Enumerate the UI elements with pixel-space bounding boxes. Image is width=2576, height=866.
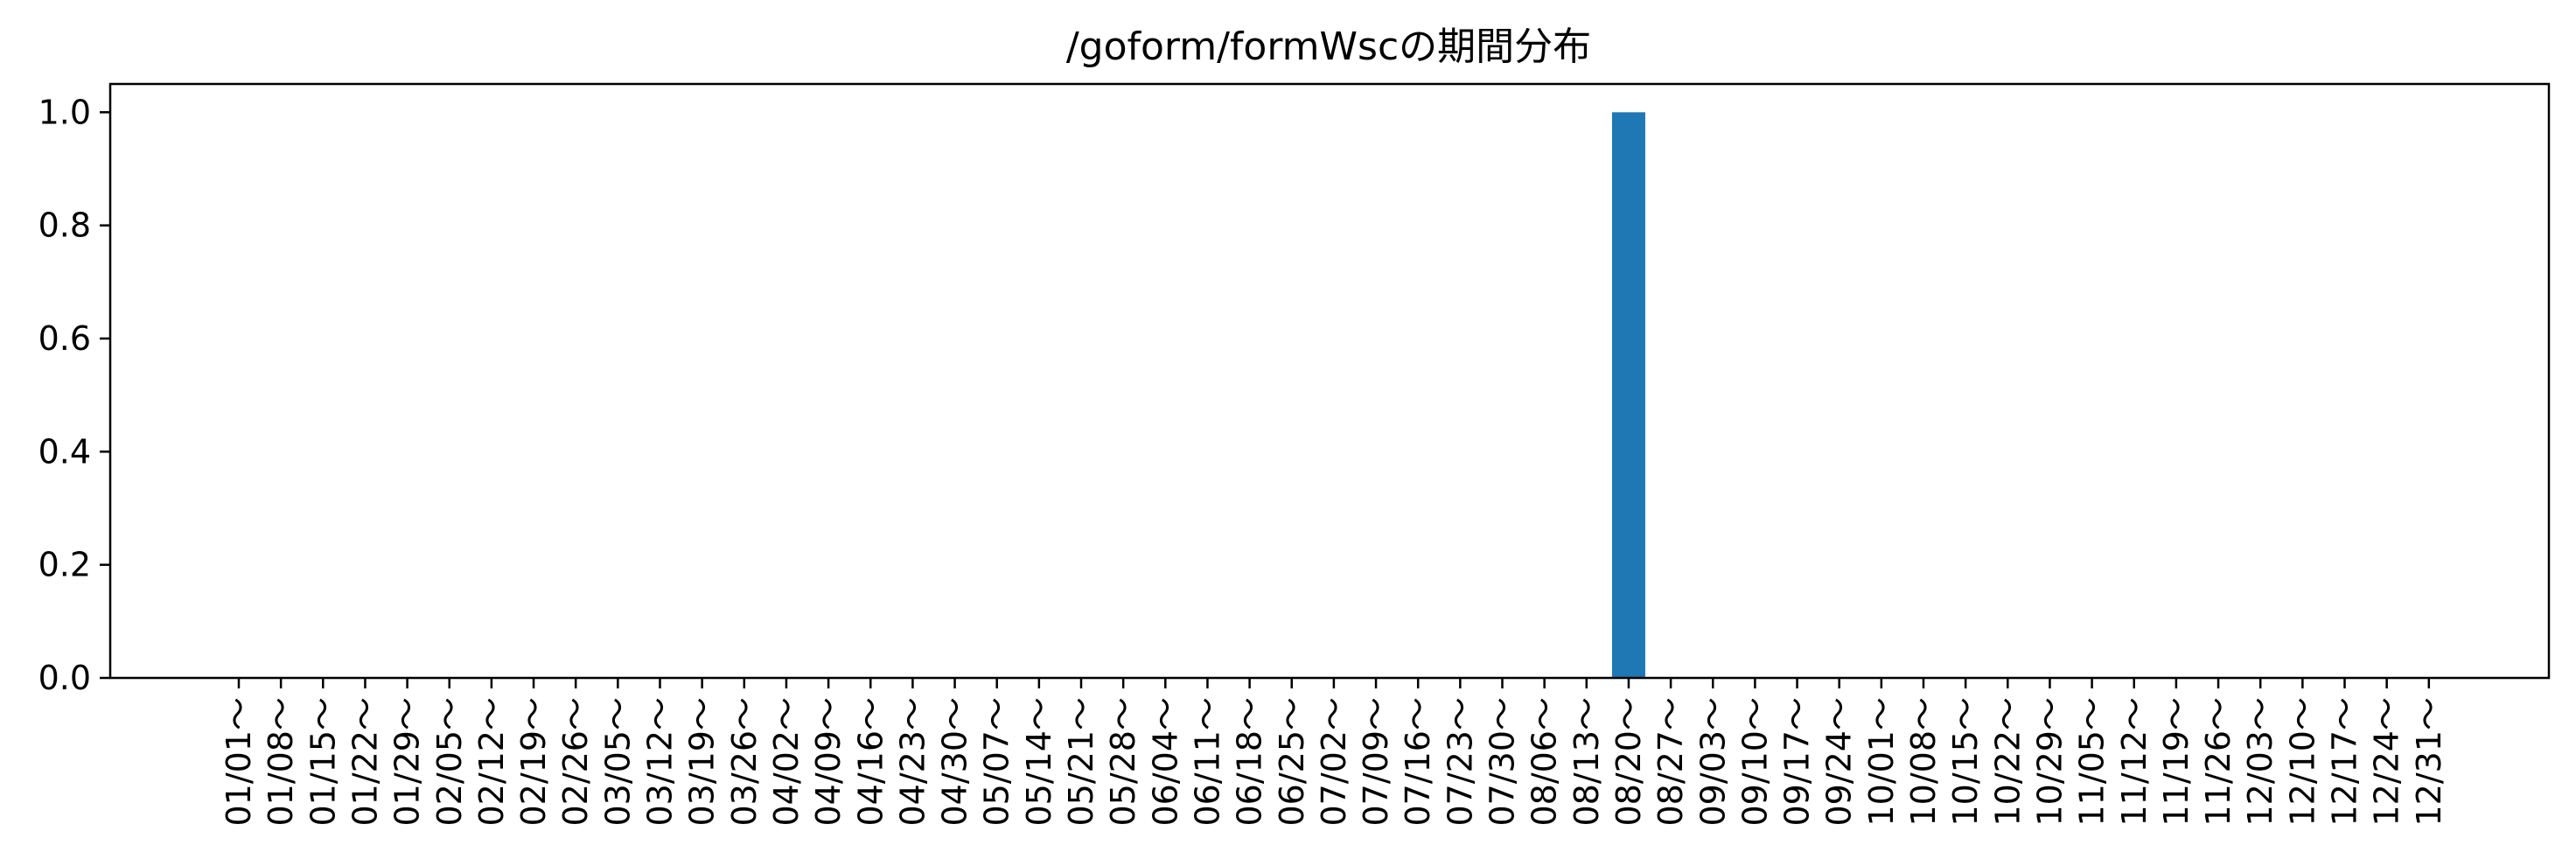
x-tick-label: 09/24～ xyxy=(1820,697,1859,827)
x-tick-label: 07/09～ xyxy=(1357,697,1395,827)
x-tick-label: 03/05～ xyxy=(598,697,637,827)
x-tick-label: 03/19～ xyxy=(683,697,722,827)
x-tick-label: 08/13～ xyxy=(1567,697,1606,827)
x-tick-label: 09/17～ xyxy=(1778,697,1817,827)
x-tick-label: 04/02～ xyxy=(767,697,806,827)
x-tick-label: 05/28～ xyxy=(1104,697,1142,827)
x-tick-label: 12/31～ xyxy=(2410,697,2448,827)
x-tick-label: 10/08～ xyxy=(1904,697,1943,827)
x-tick-label: 07/02～ xyxy=(1315,697,1353,827)
x-tick-label: 10/15～ xyxy=(1946,697,1985,827)
x-tick-label: 09/03～ xyxy=(1693,697,1732,827)
x-tick-label: 11/05～ xyxy=(2073,697,2112,827)
x-tick-label: 02/19～ xyxy=(514,697,553,827)
x-tick-label: 04/30～ xyxy=(936,697,974,827)
x-tick-label: 05/07～ xyxy=(978,697,1016,827)
x-tick-label: 12/10～ xyxy=(2283,697,2321,827)
x-tick-label: 08/06～ xyxy=(1525,697,1564,827)
x-tick-label: 06/25～ xyxy=(1273,697,1311,827)
plot-frame xyxy=(108,82,2551,680)
bar-08/20～ xyxy=(1611,112,1645,678)
x-tick-label: 12/03～ xyxy=(2241,697,2279,827)
x-tick-label: 10/01～ xyxy=(1862,697,1901,827)
y-tick-label: 0.2 xyxy=(38,546,91,584)
x-tick-label: 11/19～ xyxy=(2157,697,2196,827)
x-tick-label: 04/16～ xyxy=(851,697,890,827)
x-tick-label: 07/30～ xyxy=(1483,697,1522,827)
x-tick-label: 01/01～ xyxy=(220,697,258,827)
x-tick-label: 04/09～ xyxy=(809,697,848,827)
y-tick-label: 0.8 xyxy=(38,206,91,245)
y-tick-label: 0.4 xyxy=(38,432,91,471)
x-tick-label: 02/05～ xyxy=(430,697,469,827)
x-tick-label: 05/21～ xyxy=(1062,697,1100,827)
x-tick-label: 05/14～ xyxy=(1020,697,1058,827)
x-tick-label: 04/23～ xyxy=(893,697,932,827)
x-tick-label: 03/12～ xyxy=(641,697,680,827)
x-tick-label: 08/20～ xyxy=(1609,697,1648,827)
y-tick-label: 1.0 xyxy=(38,93,91,131)
x-tick-label: 08/27～ xyxy=(1651,697,1690,827)
chart-title: /goform/formWscの期間分布 xyxy=(1066,24,1591,69)
y-tick-label: 0.6 xyxy=(38,319,91,358)
x-tick-label: 12/24～ xyxy=(2368,697,2406,827)
x-tick-label: 01/29～ xyxy=(388,697,427,827)
x-tick-label: 01/08～ xyxy=(262,697,300,827)
x-tick-label: 01/15～ xyxy=(304,697,342,827)
x-tick-label: 02/12～ xyxy=(472,697,511,827)
y-tick-label: 0.0 xyxy=(38,659,91,697)
bars-layer xyxy=(1611,112,1645,678)
x-tick-label: 10/29～ xyxy=(2030,697,2069,827)
x-tick-label: 11/26～ xyxy=(2199,697,2237,827)
x-axis: 01/01～ 01/08～ 01/15～ 01/22～ 01/29～ 02/05～ 02/1… xyxy=(220,678,2448,827)
x-tick-label: 03/26～ xyxy=(725,697,764,827)
x-tick-label: 06/04～ xyxy=(1146,697,1184,827)
x-tick-label: 06/18～ xyxy=(1231,697,1269,827)
x-tick-label: 12/17～ xyxy=(2326,697,2364,827)
x-tick-label: 06/11～ xyxy=(1188,697,1226,827)
x-tick-label: 11/12～ xyxy=(2115,697,2154,827)
x-tick-label: 02/26～ xyxy=(556,697,595,827)
x-tick-label: 07/16～ xyxy=(1399,697,1437,827)
x-tick-label: 07/23～ xyxy=(1441,697,1479,827)
y-axis: 0.0 0.2 0.4 0.6 0.8 1.0 xyxy=(38,93,110,697)
x-tick-label: 01/22～ xyxy=(346,697,384,827)
x-tick-label: 09/10～ xyxy=(1735,697,1774,827)
x-tick-label: 10/22～ xyxy=(1988,697,2027,827)
